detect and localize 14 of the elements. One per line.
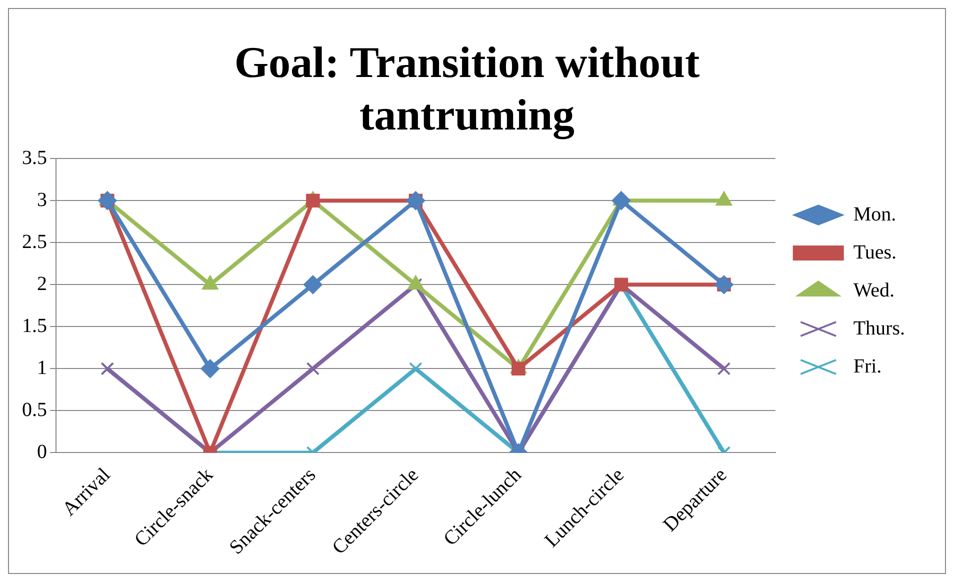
y-tick-label: 2 [37,272,47,295]
chart-title: Goal: Transition without tantruming [234,38,700,140]
legend-label: Wed. [853,279,894,302]
y-tick-label: 0 [37,440,47,463]
legend-label: Tues. [853,241,897,264]
y-tick-label: 0.5 [22,398,47,421]
legend-label: Fri. [853,355,882,378]
y-tick-label: 2.5 [22,230,47,253]
legend-label: Thurs. [853,317,906,340]
y-tick-label: 1 [37,356,47,379]
y-tick-label: 1.5 [22,314,47,337]
y-tick-label: 3.5 [22,146,47,169]
legend-label: Mon. [853,203,896,226]
y-tick-label: 3 [37,188,47,211]
